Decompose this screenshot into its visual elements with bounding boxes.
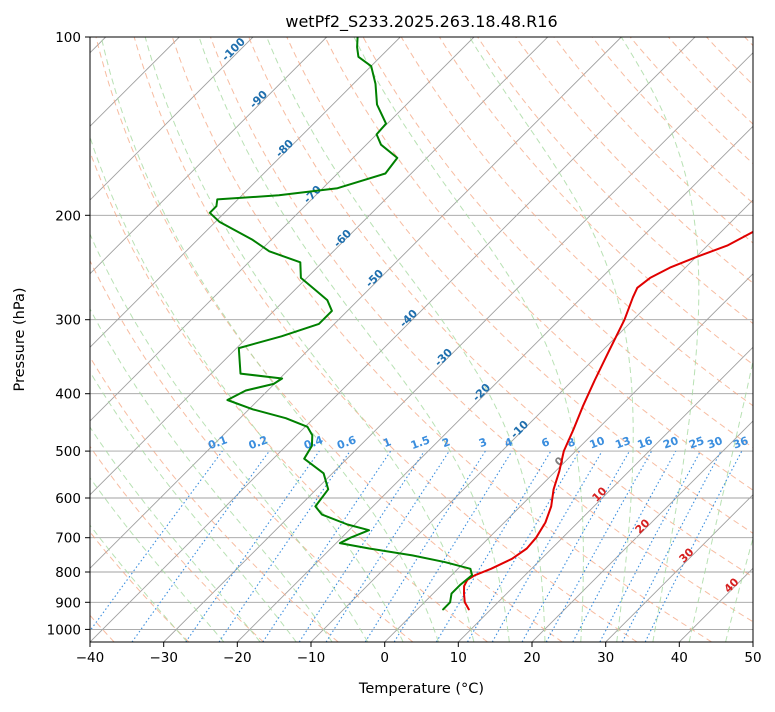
y-axis-ticks: 100 200 300 400 500 600 700 800 900 1000 bbox=[47, 30, 90, 638]
isotherm-line bbox=[679, 37, 775, 642]
adiabat-label: -80 bbox=[273, 137, 296, 160]
moist-adiabat bbox=[689, 37, 775, 642]
mixing-ratio-line bbox=[436, 451, 551, 642]
mixing-ratio-label: 1 bbox=[381, 435, 393, 450]
adiabat-label: 10 bbox=[590, 484, 610, 504]
dry-adiabat bbox=[20, 37, 413, 642]
adiabat-label: -10 bbox=[508, 418, 531, 441]
dry-adiabat bbox=[707, 37, 775, 642]
mixing-ratio-line bbox=[219, 451, 350, 642]
x-tick-label: 50 bbox=[744, 650, 761, 666]
adiabat-label: -60 bbox=[331, 227, 354, 250]
adiabat-label: 20 bbox=[633, 516, 653, 536]
y-tick-label: 200 bbox=[55, 208, 81, 224]
adiabat-label: -90 bbox=[247, 88, 270, 111]
adiabat-label: -70 bbox=[301, 183, 324, 206]
adiabat-label: -100 bbox=[219, 35, 248, 64]
dewpoint-profile-line bbox=[210, 37, 472, 609]
temperature-profile-line bbox=[464, 37, 775, 609]
mixing-ratio-line bbox=[365, 451, 485, 642]
adiabat-label: 30 bbox=[677, 545, 697, 565]
y-tick-label: 600 bbox=[55, 491, 81, 507]
y-tick-label: 900 bbox=[55, 595, 81, 611]
y-tick-label: 300 bbox=[55, 313, 81, 329]
mixing-ratio-label: 36 bbox=[731, 434, 750, 452]
x-axis-label: Temperature (°C) bbox=[358, 681, 484, 697]
isotherm-line bbox=[16, 37, 621, 642]
isotherm-line bbox=[0, 37, 548, 642]
mixing-ratio-label: 6 bbox=[540, 435, 552, 450]
moist-adiabat bbox=[726, 37, 775, 642]
adiabat-label: -50 bbox=[363, 267, 386, 290]
x-tick-label: 10 bbox=[450, 650, 467, 666]
moist-adiabat bbox=[0, 37, 260, 642]
x-tick-label: −30 bbox=[149, 650, 178, 666]
mixing-ratio-label: 0.2 bbox=[247, 433, 270, 452]
mixing-ratio-label: 13 bbox=[613, 434, 632, 451]
mixing-ratio-label: 1.5 bbox=[409, 433, 432, 452]
chart-title: wetPf2_S233.2025.263.18.48.R16 bbox=[285, 12, 557, 32]
isotherm-line bbox=[164, 37, 769, 642]
y-axis-label: Pressure (hPa) bbox=[12, 287, 28, 391]
adiabat-label: -30 bbox=[432, 346, 455, 369]
moist-adiabat bbox=[33, 37, 368, 642]
mixing-ratio-label: 25 bbox=[687, 434, 706, 451]
mixing-ratio-line bbox=[263, 451, 391, 642]
mixing-ratio-line bbox=[573, 451, 676, 642]
mixing-ratio-label: 30 bbox=[706, 434, 725, 452]
x-tick-label: 40 bbox=[671, 650, 688, 666]
moist-adiabat bbox=[64, 37, 403, 642]
x-axis-ticks: −40 −30 −20 −10 0 10 20 30 40 50 bbox=[76, 642, 762, 666]
mixing-ratio-label: 0.4 bbox=[302, 433, 325, 452]
mixing-ratio-line bbox=[82, 451, 223, 642]
x-tick-label: −10 bbox=[297, 650, 326, 666]
sounding-profiles bbox=[210, 37, 775, 609]
mixing-ratio-label: 3 bbox=[477, 435, 489, 450]
x-tick-label: −20 bbox=[223, 650, 252, 666]
mixing-ratio-label: 0.1 bbox=[206, 433, 229, 452]
mixing-ratio-lines bbox=[82, 451, 742, 642]
moist-adiabat bbox=[0, 37, 187, 642]
x-tick-label: 0 bbox=[380, 650, 389, 666]
dry-adiabat bbox=[554, 37, 775, 642]
y-tick-label: 500 bbox=[55, 444, 81, 460]
adiabat-label: -20 bbox=[470, 381, 493, 404]
y-tick-label: 400 bbox=[55, 387, 81, 403]
mixing-ratio-line bbox=[546, 451, 651, 642]
y-tick-label: 800 bbox=[55, 565, 81, 581]
moist-adiabat bbox=[470, 37, 634, 642]
isotherm-line bbox=[753, 37, 775, 642]
x-tick-label: 20 bbox=[523, 650, 540, 666]
y-tick-label: 100 bbox=[55, 30, 81, 46]
isotherm-line bbox=[385, 37, 775, 642]
mixing-ratio-label: 0.6 bbox=[335, 433, 358, 452]
mixing-ratio-label: 2 bbox=[440, 435, 452, 450]
pressure-gridlines bbox=[90, 37, 753, 629]
x-tick-label: 30 bbox=[597, 650, 614, 666]
isotherm-line bbox=[0, 37, 253, 642]
dry-adiabat bbox=[0, 37, 264, 642]
isotherm-line bbox=[458, 37, 775, 642]
x-tick-label: −40 bbox=[76, 650, 105, 666]
dry-adiabat bbox=[0, 37, 189, 642]
isotherm-line bbox=[0, 37, 400, 642]
isotherm-line bbox=[237, 37, 775, 642]
y-tick-label: 1000 bbox=[47, 622, 81, 638]
isotherm-line bbox=[0, 37, 474, 642]
isotherm-line bbox=[0, 37, 327, 642]
dry-adiabat bbox=[0, 37, 338, 642]
dry-adiabat bbox=[516, 37, 775, 642]
adiabat-label: -40 bbox=[397, 307, 420, 330]
mixing-ratio-line bbox=[326, 451, 449, 642]
y-tick-label: 700 bbox=[55, 531, 81, 547]
isotherm-line bbox=[532, 37, 775, 642]
moist-adiabat bbox=[5, 37, 332, 642]
